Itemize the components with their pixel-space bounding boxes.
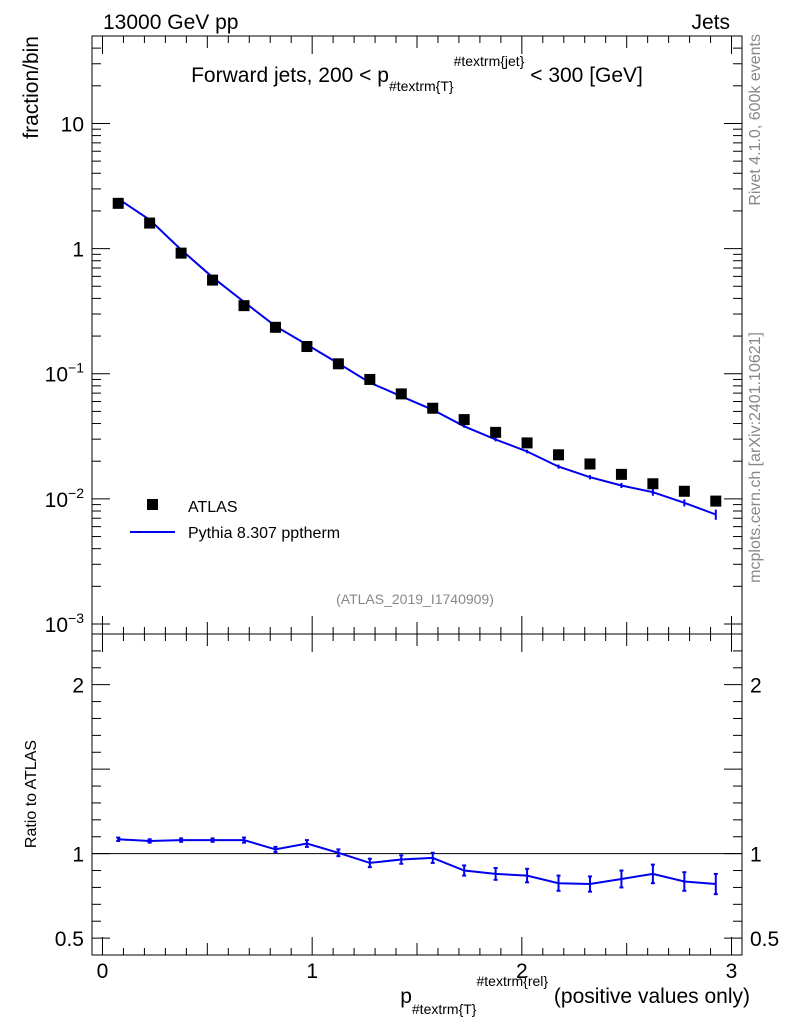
- atlas-point: [112, 197, 124, 209]
- tick-base: 10: [45, 364, 68, 387]
- atlas-point: [584, 458, 596, 470]
- header-left: 13000 GeV pp: [103, 11, 238, 34]
- atlas-point: [553, 449, 565, 461]
- tick-exponent: −1: [68, 360, 84, 376]
- legend-pythia-label: Pythia 8.307 pptherm: [188, 525, 340, 542]
- atlas-point: [647, 478, 659, 490]
- main-axis-ticks: [92, 35, 742, 634]
- tick-exponent: −3: [68, 610, 84, 626]
- xlabel-pre: p: [400, 985, 412, 1008]
- ratio-y-tick-label-right: 2: [750, 675, 762, 698]
- ratio-panel-frame: [91, 633, 743, 956]
- ratio-y-tick-label: 2: [72, 675, 84, 698]
- ratio-y-tick-label: 1: [72, 844, 84, 867]
- main-y-tick-label: 10: [61, 113, 84, 136]
- ratio-line: [118, 838, 716, 886]
- atlas-point: [207, 274, 219, 286]
- header-right: Jets: [691, 11, 730, 34]
- main-y-tick-label: 10−2: [45, 485, 85, 512]
- main-panel-frame: [91, 35, 743, 635]
- main-y-tick-label: 10−1: [45, 360, 85, 387]
- title-sup: #textrm{jet}: [454, 53, 525, 69]
- title-post: < 300 [GeV]: [524, 64, 643, 87]
- xlabel-sub: #textrm{T}: [412, 1001, 477, 1017]
- atlas-point: [238, 300, 250, 312]
- atlas-point: [490, 426, 502, 438]
- main-series: [112, 197, 722, 520]
- title-pre: Forward jets, 200 < p: [191, 64, 389, 87]
- ratio-x-tick-labels: 0 1 2 3: [97, 960, 738, 983]
- mcplots-label: mcplots.cern.ch [arXiv:2401.10621]: [747, 332, 764, 583]
- ratio-y-tick-label: 0.5: [55, 928, 84, 951]
- rivet-label: Rivet 4.1.0, 600k events: [747, 34, 764, 206]
- atlas-point: [615, 468, 627, 480]
- title-sub: #textrm{T}: [389, 78, 454, 94]
- x-axis-label: p#textrm{T} #textrm{rel} (positive values…: [400, 973, 750, 1017]
- atlas-point: [269, 321, 281, 333]
- legend-atlas-marker: [147, 499, 158, 510]
- atlas-point: [678, 485, 690, 497]
- ratio-y-tick-label-right: 1: [750, 844, 762, 867]
- atlas-point: [364, 373, 376, 385]
- main-y-tick-label: 10−3: [45, 610, 85, 637]
- main-title: Forward jets, 200 < p#textrm{T}#textrm{j…: [191, 53, 643, 94]
- tick-base: 10: [45, 489, 68, 512]
- watermark: (ATLAS_2019_I1740909): [336, 591, 494, 607]
- pythia-line: [117, 197, 717, 516]
- x-tick-label: 2: [516, 960, 528, 983]
- x-tick-label: 0: [97, 960, 109, 983]
- main-y-tick-label: 1: [72, 239, 84, 262]
- atlas-point: [427, 402, 439, 414]
- xlabel-post: (positive values only): [548, 985, 750, 1008]
- atlas-point: [521, 437, 533, 449]
- atlas-point: [458, 414, 470, 426]
- tick-exponent: −2: [68, 485, 84, 501]
- ratio-y-tick-label-right: 0.5: [750, 928, 779, 951]
- atlas-point: [301, 341, 313, 353]
- x-tick-label: 3: [726, 960, 738, 983]
- legend: ATLAS Pythia 8.307 pptherm: [130, 499, 340, 542]
- x-tick-label: 1: [306, 960, 318, 983]
- legend-atlas-label: ATLAS: [188, 499, 238, 516]
- ratio-y-label: Ratio to ATLAS: [23, 740, 40, 848]
- atlas-point: [332, 358, 344, 370]
- main-y-label: fraction/bin: [20, 36, 43, 139]
- atlas-point: [710, 495, 722, 507]
- ratio-axis-ticks: [92, 634, 742, 956]
- tick-base: 10: [45, 614, 68, 637]
- atlas-point: [395, 388, 407, 400]
- atlas-point: [175, 247, 187, 259]
- ratio-y-tick-labels: 2 2 1 1 0.5 0.5: [55, 675, 779, 951]
- xlabel-sup: #textrm{rel}: [476, 973, 548, 989]
- ratio-series: [116, 836, 718, 896]
- atlas-point: [144, 217, 156, 229]
